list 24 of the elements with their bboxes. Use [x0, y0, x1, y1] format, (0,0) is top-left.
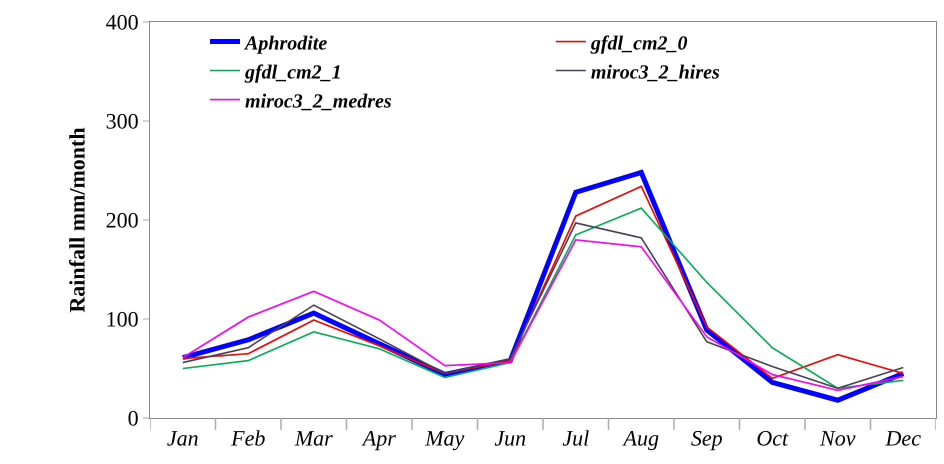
line-series [182, 186, 904, 380]
x-tick-label: Jan [166, 425, 199, 450]
x-tick-label: Apr [360, 425, 396, 450]
legend-label: miroc3_2_medres [245, 90, 392, 112]
x-tick-label: Oct [756, 425, 790, 450]
x-tick-label: Nov [819, 425, 856, 450]
x-tick-label: Jul [562, 425, 590, 450]
x-tick-label: Dec [884, 425, 922, 450]
x-tick-label: Mar [294, 425, 334, 450]
y-tick-label: 0 [128, 406, 139, 431]
x-tick-label: May [424, 425, 465, 450]
y-tick-label: 100 [106, 306, 139, 332]
legend-label: miroc3_2_hires [590, 61, 720, 84]
legend-label: Aphrodite [243, 32, 328, 54]
x-tick-label: Aug [622, 425, 659, 450]
x-tick-label: Feb [230, 425, 266, 450]
y-tick-label: 400 [106, 10, 139, 35]
y-axis-title: Rainfall mm/month [64, 127, 90, 313]
y-tick-label: 300 [106, 108, 139, 134]
y-tick-label: 200 [106, 208, 139, 233]
legend-label: gfdl_cm2_0 [590, 32, 688, 54]
x-tick-label: Sep [690, 425, 723, 450]
x-tick-label: Jun [494, 425, 526, 450]
legend-label: gfdl_cm2_1 [244, 61, 342, 84]
